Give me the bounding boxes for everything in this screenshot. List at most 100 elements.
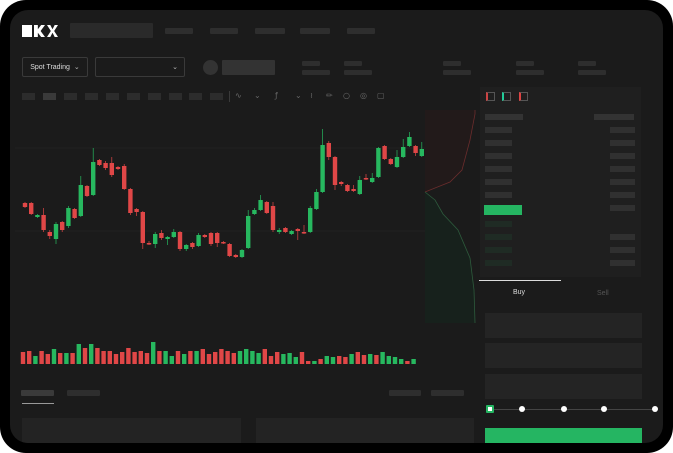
ask-price [485, 153, 512, 159]
slider-step-75[interactable] [601, 406, 607, 412]
candle-body [84, 186, 90, 196]
candle [177, 231, 183, 251]
nav-item[interactable] [255, 28, 285, 34]
interval-button[interactable] [210, 93, 223, 100]
price-input[interactable] [485, 313, 642, 338]
interval-button[interactable] [169, 93, 182, 100]
ask-amount [610, 153, 635, 159]
candle [332, 156, 338, 190]
candle-body [252, 210, 257, 214]
sell-tab[interactable]: Sell [597, 290, 609, 297]
line-style-icon[interactable]: ∿ [235, 91, 242, 100]
draw-icon[interactable]: ✏ [326, 91, 333, 100]
orderbook-bids-icon[interactable] [502, 92, 511, 101]
tab[interactable] [67, 390, 100, 396]
nav-item[interactable] [347, 28, 375, 34]
buy-submit-button[interactable] [485, 428, 642, 443]
volume-bar [27, 351, 32, 364]
volume-bar [194, 351, 199, 364]
total-input[interactable] [485, 374, 642, 399]
candle [227, 243, 232, 257]
candle-body [146, 243, 152, 245]
candle [233, 254, 238, 258]
interval-button[interactable] [148, 93, 161, 100]
filter-button[interactable] [389, 390, 421, 396]
snapshot-icon[interactable]: ○ [343, 91, 350, 100]
chevron-down-icon: ⌄ [172, 64, 178, 71]
interval-button[interactable] [22, 93, 35, 100]
candle-type-icon[interactable]: ⌄ [254, 91, 261, 100]
candle [301, 225, 307, 234]
okx-logo[interactable] [22, 25, 58, 37]
volume-bar [200, 349, 205, 364]
candle-body [202, 235, 207, 237]
slider-step-100[interactable] [652, 406, 658, 412]
fullscreen-icon[interactable]: ▢ [377, 91, 385, 100]
bid-amount [610, 247, 635, 253]
candle-body [308, 208, 313, 232]
candle-body [72, 209, 77, 218]
slider-step-50[interactable] [561, 406, 567, 412]
volume-bar [386, 356, 391, 364]
candle [345, 184, 350, 192]
slider-step-25[interactable] [519, 406, 525, 412]
volume-bar [312, 361, 317, 364]
interval-button[interactable] [106, 93, 119, 100]
volume-group [20, 342, 416, 364]
volume-bar [225, 351, 230, 364]
bid-price [485, 247, 512, 253]
trend-icon[interactable]: ≀ [310, 91, 313, 100]
volume-bar [64, 353, 69, 364]
candle-body [264, 202, 269, 213]
candle-body [66, 208, 71, 226]
ask-amount [610, 166, 635, 172]
pair-selector-dropdown[interactable]: ⌄ [95, 57, 185, 77]
candle [314, 189, 319, 210]
volume-bar [82, 348, 88, 364]
volume-bar [113, 354, 119, 364]
search-bar[interactable] [70, 23, 153, 38]
depth-asks-area [425, 110, 475, 192]
candle-body [326, 143, 331, 157]
orderbook-asks-icon[interactable] [519, 92, 528, 101]
chevron-down-icon[interactable]: ⌄ [295, 91, 302, 100]
spot-trading-dropdown[interactable]: Spot Trading ⌄ [22, 57, 88, 77]
interval-button[interactable] [127, 93, 140, 100]
candle [339, 181, 344, 186]
volume-bar [337, 356, 342, 364]
volume-bar [163, 351, 168, 364]
candle [78, 176, 83, 217]
interval-button-active[interactable] [43, 93, 56, 100]
candle [140, 211, 145, 249]
orderbook-both-icon[interactable] [486, 92, 495, 101]
candle [246, 210, 251, 249]
nav-item[interactable] [165, 28, 193, 34]
interval-button[interactable] [85, 93, 98, 100]
candle-body [277, 230, 282, 232]
candle [122, 164, 127, 190]
indicator-icon[interactable]: ƒ [275, 91, 278, 100]
stat-value [578, 70, 606, 75]
buy-tab[interactable]: Buy [513, 289, 526, 296]
amount-input[interactable] [485, 343, 642, 368]
nav-item[interactable] [210, 28, 238, 34]
candle [351, 185, 356, 192]
filter-button[interactable] [431, 390, 464, 396]
amount-slider-track[interactable] [490, 409, 655, 410]
depth-bids-area [425, 192, 475, 323]
amount-slider-handle[interactable] [486, 405, 494, 413]
settings-icon[interactable]: ◎ [360, 91, 367, 100]
tab-active[interactable] [21, 390, 54, 396]
candle-body [35, 215, 40, 217]
candle [171, 229, 176, 238]
interval-button[interactable] [64, 93, 77, 100]
interval-button[interactable] [189, 93, 202, 100]
candle-body [109, 163, 114, 175]
candle-body [208, 233, 214, 244]
volume-bar [138, 351, 143, 364]
price-chart[interactable] [10, 10, 480, 370]
candle [184, 244, 189, 251]
candle-body [401, 147, 406, 157]
candle [53, 222, 59, 244]
nav-item[interactable] [300, 28, 330, 34]
